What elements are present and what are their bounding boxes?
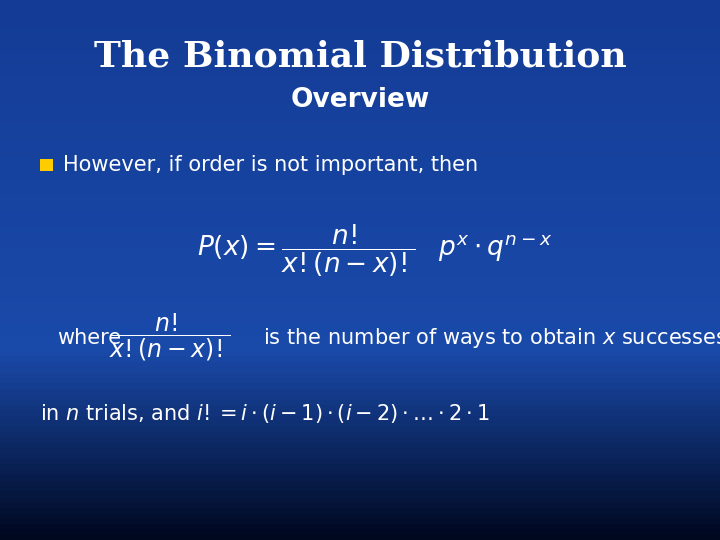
Text: is the number of ways to obtain $x$ successes: is the number of ways to obtain $x$ succ…	[263, 326, 720, 349]
Text: in $n$ trials, and $i! = i \cdot (i - 1) \cdot (i - 2) \cdot \ldots \cdot 2 \cdo: in $n$ trials, and $i! = i \cdot (i - 1)…	[40, 402, 490, 424]
Text: The Binomial Distribution: The Binomial Distribution	[94, 40, 626, 73]
Text: Overview: Overview	[290, 87, 430, 113]
Bar	[40, 159, 53, 171]
Text: However, if order is not important, then: However, if order is not important, then	[63, 154, 479, 175]
Text: $P(x) = \dfrac{n!}{x!(n-x)!} \;\;\; p^{x} \cdot q^{n-x}$: $P(x) = \dfrac{n!}{x!(n-x)!} \;\;\; p^{x…	[197, 223, 552, 279]
Text: $\dfrac{n!}{x!(n-x)!}$: $\dfrac{n!}{x!(n-x)!}$	[109, 312, 230, 363]
Text: where: where	[58, 327, 122, 348]
